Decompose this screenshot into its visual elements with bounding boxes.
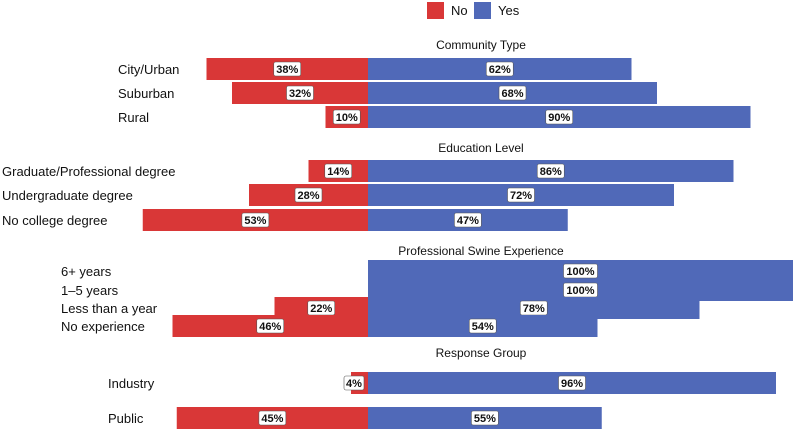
value-label-no: 32%: [289, 88, 311, 100]
value-label-no-bg: [258, 410, 287, 426]
value-label-no: 14%: [327, 166, 349, 178]
legend: No Yes: [427, 2, 520, 19]
value-label-no-bg: [294, 187, 323, 203]
value-label-yes: 100%: [566, 266, 594, 278]
category-label: Less than a year: [61, 301, 158, 316]
panel-3: Professional Swine Experience 6+ years 100…: [61, 244, 793, 337]
legend-label-no: No: [451, 3, 468, 18]
legend-swatch-no: [427, 2, 444, 19]
value-label-no: 53%: [244, 215, 266, 227]
value-label-yes: 54%: [472, 321, 494, 333]
category-label: Rural: [118, 110, 149, 125]
legend-label-yes: Yes: [498, 3, 520, 18]
value-label-yes-bg: [485, 61, 514, 77]
value-label-no-bg: [241, 212, 270, 228]
panel-4: Response Group Industry 4% 96% Public 45% 55%: [108, 346, 776, 429]
panel-title: Response Group: [436, 346, 527, 360]
panel-2: Education Level Graduate/Professional deg…: [2, 141, 734, 231]
category-label: 6+ years: [61, 264, 112, 279]
value-label-no: 46%: [259, 321, 281, 333]
value-label-yes-bg: [536, 163, 565, 179]
value-label-no: 4%: [346, 378, 362, 390]
value-label-yes: 86%: [540, 166, 562, 178]
value-label-yes: 68%: [501, 88, 523, 100]
value-label-yes: 100%: [566, 285, 594, 297]
chart-panels: Community Type City/Urban 38% 62% Suburban 32…: [2, 38, 793, 429]
category-label: Graduate/Professional degree: [2, 164, 175, 179]
panel-title: Professional Swine Experience: [398, 244, 564, 258]
value-label-yes-bg: [468, 318, 497, 334]
category-label: Public: [108, 411, 144, 426]
value-label-no-bg: [286, 85, 314, 101]
panel-1: Community Type City/Urban 38% 62% Suburban 32…: [118, 38, 751, 128]
category-label: Suburban: [118, 86, 174, 101]
value-label-no: 45%: [261, 413, 283, 425]
panel-title: Community Type: [436, 38, 526, 52]
value-label-yes-bg: [507, 187, 535, 203]
value-label-yes: 78%: [523, 303, 545, 315]
category-label: Undergraduate degree: [2, 188, 133, 203]
value-label-yes: 55%: [474, 413, 496, 425]
value-label-yes-bg: [545, 109, 574, 125]
value-label-no-bg: [332, 109, 361, 125]
value-label-no: 28%: [297, 190, 319, 202]
category-label: No experience: [61, 319, 145, 334]
value-label-yes: 72%: [510, 190, 532, 202]
value-label-no: 38%: [276, 64, 298, 76]
panel-title: Education Level: [438, 141, 523, 155]
value-label-no-bg: [273, 61, 302, 77]
value-label-yes: 47%: [457, 215, 479, 227]
value-label-yes-bg: [558, 375, 586, 391]
value-label-no-bg: [343, 375, 365, 391]
legend-swatch-yes: [474, 2, 491, 19]
value-label-yes: 62%: [489, 64, 511, 76]
value-label-yes-bg: [498, 85, 527, 101]
value-label-yes-bg: [471, 410, 499, 426]
value-label-yes: 90%: [548, 112, 570, 124]
value-label-yes-bg: [454, 212, 482, 228]
value-label-no-bg: [256, 318, 285, 334]
category-label: City/Urban: [118, 62, 179, 77]
value-label-no-bg: [324, 163, 353, 179]
category-label: Industry: [108, 376, 155, 391]
category-label: 1–5 years: [61, 283, 119, 298]
value-label-no: 10%: [336, 112, 358, 124]
category-label: No college degree: [2, 213, 108, 228]
value-label-yes-bg: [563, 263, 598, 279]
value-label-no: 22%: [310, 303, 332, 315]
value-label-yes: 96%: [561, 378, 583, 390]
